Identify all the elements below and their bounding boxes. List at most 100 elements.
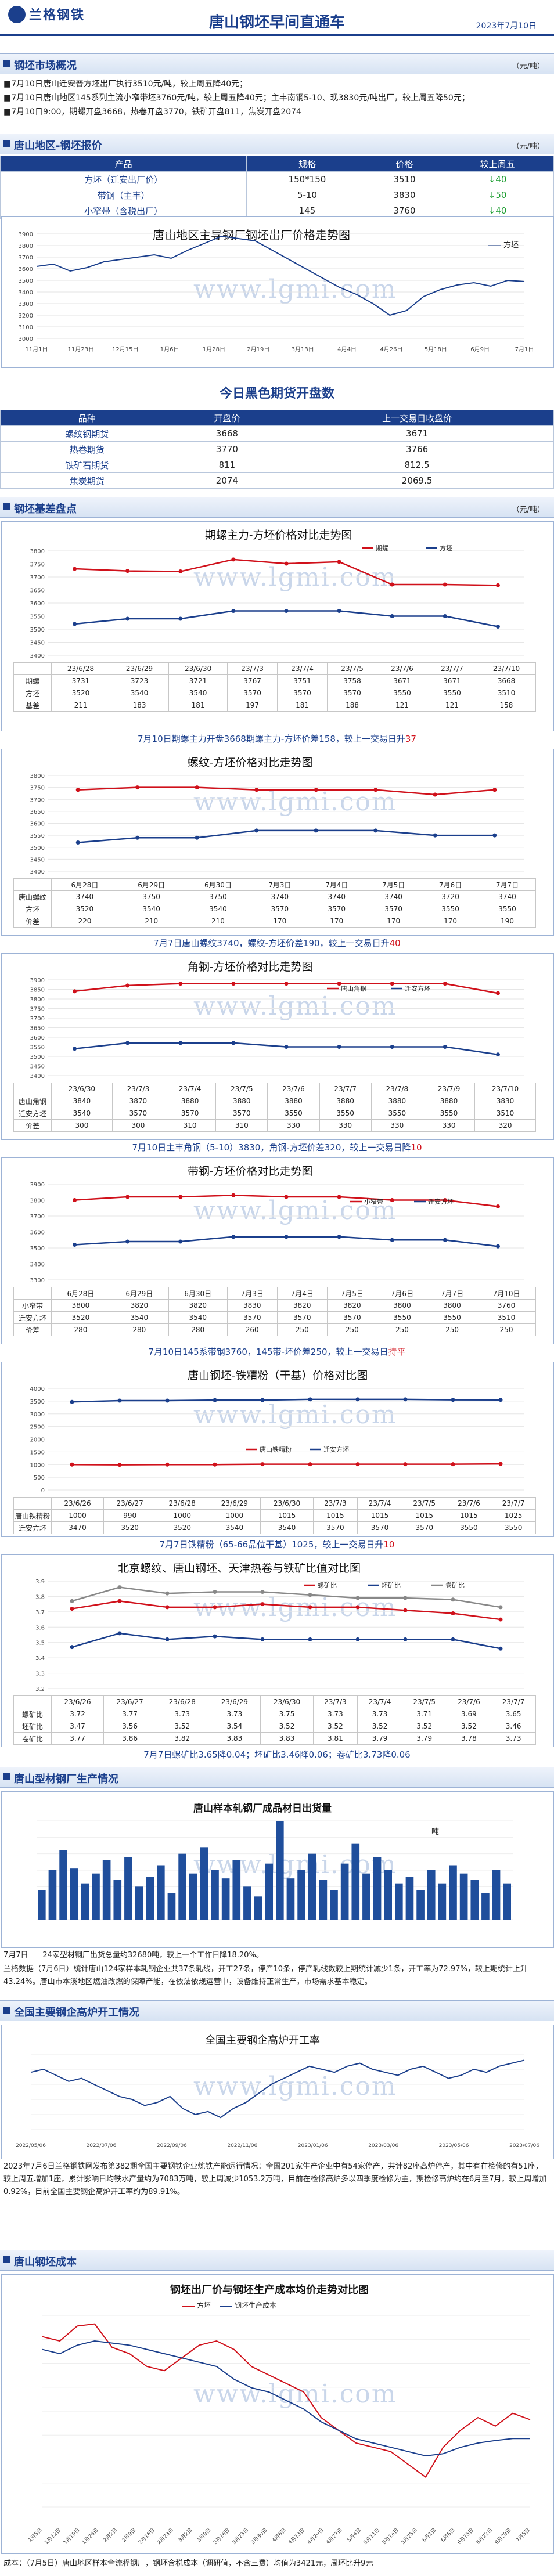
x-tick-label: 3月13日 [292, 346, 314, 353]
section-cost: 唐山钢坯成本 [0, 2250, 554, 2271]
page-title: 唐山钢坯早间直通车 [208, 14, 345, 31]
data-point [355, 1605, 360, 1610]
watermark: www.lgmi.com [193, 2072, 397, 2101]
data-point [390, 1198, 394, 1202]
section-title: 钢坯市场概况 [14, 60, 77, 72]
table-row: 唐山铁精粉 1000 990 1000 1000 1015 1015 1015 1015 1015… [13, 1509, 536, 1522]
data-point [231, 609, 236, 613]
chart-plot: 3.9 3.8 3.7 3.6 3.5 3.4 3.3 3.2 螺矿比 坯矿比 卷矿比 [35, 1579, 524, 1693]
section-title: 唐山钢坯成本 [14, 2256, 77, 2268]
unit-label: （元/吨） [512, 62, 545, 71]
x-tick-label: 2月16日 [137, 2527, 156, 2546]
data-point [284, 1195, 289, 1199]
table-row: 小窄带 3800 3820 3820 3830 3820 3820 3800 3800 3760 [13, 1299, 536, 1312]
data-point [443, 1238, 447, 1242]
x-tick-label: 2022/09/06 [157, 2143, 187, 2149]
y-tick-label: 3500 [30, 1399, 45, 1405]
bar [481, 1893, 490, 1920]
data-point [231, 557, 236, 562]
data-point [73, 567, 77, 571]
watermark: www.lgmi.com [193, 1400, 397, 1430]
price-trend-chart: www.lgmi.com 唐山地区主导钢厂钢坯出厂价格走势图 方坯 3900 38… [1, 216, 554, 368]
table-header: 较上周五 [441, 156, 554, 172]
data-point [443, 982, 447, 986]
data-point [260, 1602, 265, 1607]
table-row: 迁安方坯 3520 3540 3540 3570 3570 3570 3550 3550 3510 [13, 1311, 536, 1324]
data-point [284, 1235, 289, 1239]
data-point [260, 1462, 265, 1467]
x-tick-label: 1月28日 [203, 346, 225, 353]
data-point [495, 1052, 500, 1057]
section-title: 唐山地区-钢坯报价 [14, 140, 102, 152]
x-tick-label: 2月9日 [121, 2527, 138, 2543]
data-point [284, 561, 289, 566]
table-row: 6月28日 6月29日 6月30日 7月3日 7月4日 7月5日 7月6日 7月7日 7月10日 [13, 1287, 536, 1300]
data-point [125, 1041, 130, 1045]
data-point [125, 1195, 130, 1199]
logo-text: 兰格钢铁 [29, 8, 85, 23]
data-point [70, 1599, 74, 1603]
table-header: 上一交易日收盘价 [280, 410, 554, 426]
y-tick-label: 3750 [30, 1006, 45, 1013]
chart-plot: 3900 3800 3700 3600 3500 3400 3300 3200 3100 3000… [19, 232, 534, 353]
section-title: 钢坯基差盘点 [14, 503, 77, 515]
y-tick-label: 3800 [30, 773, 45, 780]
x-tick-label: 1月6日 [160, 346, 179, 353]
data-point [213, 1590, 217, 1594]
data-point [254, 788, 259, 792]
data-point [498, 1617, 503, 1622]
legend-label: 螺矿比 [318, 1582, 337, 1589]
data-point [70, 1607, 74, 1611]
y-tick-label: 3600 [30, 601, 45, 607]
section-basis: 钢坯基差盘点 （元/吨） [0, 497, 554, 518]
data-point [498, 1646, 503, 1651]
x-tick-label: 2022/11/06 [227, 2143, 257, 2149]
legend-label: 迁安方坯 [323, 1445, 349, 1453]
y-tick-label: 3600 [30, 1035, 45, 1041]
table-row: 23/6/30 23/7/3 23/7/4 23/7/5 23/7/6 23/7/7 23/… [13, 1083, 536, 1095]
y-tick-label: 3300 [30, 1278, 45, 1284]
y-tick-label: 3800 [19, 243, 33, 250]
data-point [433, 792, 437, 797]
data-point [443, 614, 447, 618]
section-price: 唐山地区-钢坯报价 （元/吨） [0, 134, 554, 154]
bar [308, 1853, 316, 1920]
data-point [355, 1462, 360, 1467]
bar [243, 1886, 251, 1920]
bar [48, 1870, 57, 1920]
data-point [433, 833, 437, 838]
chart-title: 唐山钢坯-铁精粉（干基）价格对比图 [188, 1369, 368, 1382]
x-tick-label: 6月1日 [421, 2527, 438, 2543]
table-row: 螺矿比 3.72 3.77 3.73 3.73 3.75 3.73 3.73 3.71 3.69 3… [13, 1708, 536, 1720]
chart-caption: 7月10日主丰角钢（5-10）3830，角钢-方坯价差320，较上一交易日降10 [132, 1142, 422, 1153]
data-point [213, 1398, 217, 1402]
chart-plot: 4000 3500 3000 2500 2000 1500 1000 500 0 唐山铁精粉 迁安方… [30, 1386, 524, 1494]
table-row: 期螺 3731 3723 3721 3767 3751 3758 3671 3671 3668 [13, 674, 537, 687]
shipment-summary: 7月7日 24家型材钢厂出货总量约32680吨，较上一个工作日降18.20%。 [3, 1951, 264, 1960]
data-point [178, 569, 183, 574]
data-point [443, 1198, 447, 1202]
y-tick-label: 3.9 [35, 1579, 45, 1585]
furnace-paragraph: 2023年7月6日兰格钢铁网发布第382期全国主要钢铁企业炼铁产能运行情况：全国… [3, 2162, 547, 2196]
data-point [337, 1235, 341, 1239]
table-header: 品种 [0, 410, 174, 426]
y-tick-label: 3450 [30, 857, 45, 863]
bar [254, 1896, 262, 1920]
data-table: 6月28日 6月29日 6月30日 7月3日 7月4日 7月5日 7月6日 7月7日 唐山螺纹 3… [13, 878, 536, 928]
y-tick-label: 3.7 [35, 1610, 45, 1616]
x-tick-label: 6月8日 [440, 2527, 456, 2543]
data-point [373, 828, 378, 833]
y-tick-label: 3.4 [35, 1655, 45, 1662]
x-tick-label: 2月2日 [102, 2527, 119, 2543]
y-tick-label: 3650 [30, 809, 45, 816]
legend-label: 唐山铁精粉 [260, 1445, 292, 1453]
x-tick-label: 2022/07/06 [86, 2143, 116, 2149]
x-tick-label: 2月23日 [156, 2527, 175, 2546]
data-point [165, 1637, 170, 1641]
table-row: 迁安方坯 3540 3570 3570 3570 3550 3550 3550 3550 3510 [13, 1107, 536, 1120]
data-point [337, 609, 341, 613]
x-tick-label: 6月9日 [470, 346, 490, 353]
list-item: ■7月10日9:00，期螺开盘3668，热卷开盘3770，铁矿开盘811，焦炭开… [3, 107, 302, 117]
bar [81, 1883, 89, 1920]
data-point [70, 1645, 74, 1650]
